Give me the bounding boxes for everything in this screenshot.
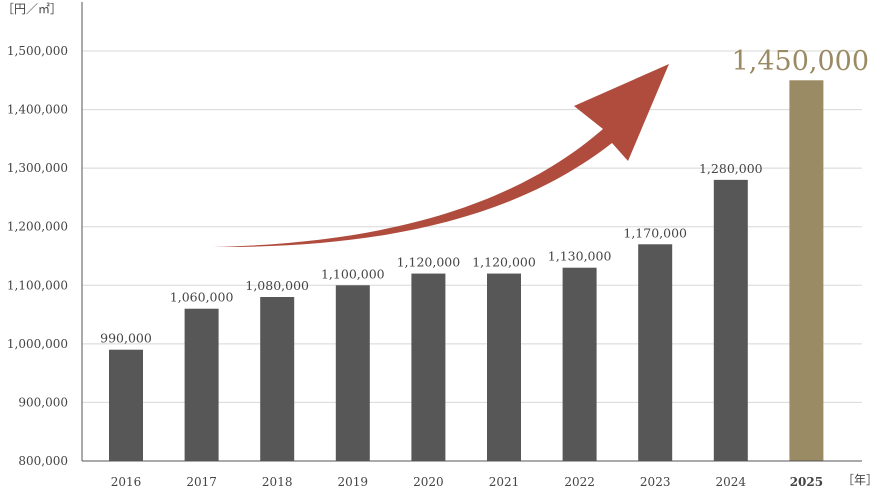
y-tick-label: 1,000,000 bbox=[7, 337, 68, 351]
data-label: 1,130,000 bbox=[548, 249, 612, 264]
bar-2017 bbox=[184, 308, 219, 461]
x-tick-label: 2018 bbox=[262, 475, 293, 489]
data-label: 1,280,000 bbox=[699, 161, 763, 176]
y-tick-label: 1,500,000 bbox=[7, 44, 68, 58]
x-tick-label: 2016 bbox=[111, 475, 142, 489]
x-tick-label: 2020 bbox=[413, 475, 444, 489]
data-label: 1,120,000 bbox=[472, 255, 536, 270]
bar-2016 bbox=[109, 349, 143, 461]
data-label-highlight: 1,450,000 bbox=[732, 46, 869, 77]
y-axis-unit-label: ［円／㎡］ bbox=[2, 2, 62, 16]
y-tick-label: 1,400,000 bbox=[7, 103, 68, 117]
data-label: 1,120,000 bbox=[397, 255, 461, 270]
bar-2023 bbox=[638, 244, 673, 461]
bar-2019 bbox=[335, 285, 370, 461]
y-tick-label: 800,000 bbox=[18, 454, 68, 468]
bar-2025 bbox=[789, 80, 824, 462]
y-tick-label: 1,300,000 bbox=[7, 161, 68, 175]
bar-2020 bbox=[411, 273, 446, 461]
trend-arrow bbox=[213, 64, 669, 248]
data-label: 1,170,000 bbox=[623, 225, 687, 240]
data-label: 1,100,000 bbox=[321, 266, 385, 281]
x-axis-tick-labels: 2016 2017 2018 2019 2020 2021 2022 2023 2024 2025 bbox=[111, 475, 823, 489]
y-tick-label: 1,100,000 bbox=[7, 278, 68, 292]
data-label: 1,060,000 bbox=[170, 290, 234, 305]
trend-arrow-group bbox=[213, 64, 669, 248]
x-tick-label: 2017 bbox=[186, 475, 217, 489]
x-axis-unit-label: ［年］ bbox=[842, 473, 877, 487]
bars bbox=[109, 80, 824, 462]
bar-2024 bbox=[713, 179, 748, 461]
bar-2022 bbox=[562, 267, 597, 461]
x-tick-label: 2019 bbox=[338, 475, 369, 489]
y-tick-label: 900,000 bbox=[18, 395, 68, 409]
data-label: 990,000 bbox=[100, 331, 152, 346]
x-tick-label: 2024 bbox=[716, 475, 747, 489]
data-labels: 990,000 1,060,000 1,080,000 1,100,000 1,120,… bbox=[100, 46, 869, 346]
x-tick-label: 2025 bbox=[790, 475, 823, 489]
data-label: 1,080,000 bbox=[245, 278, 309, 293]
bar-2021 bbox=[487, 273, 521, 461]
x-tick-label: 2021 bbox=[489, 475, 520, 489]
x-tick-label: 2023 bbox=[640, 475, 671, 489]
y-axis-tick-labels: 800,000 900,000 1,000,000 1,100,000 1,200,00… bbox=[7, 44, 68, 468]
x-tick-label: 2022 bbox=[564, 475, 595, 489]
y-tick-label: 1,200,000 bbox=[7, 220, 68, 234]
bar-2018 bbox=[260, 297, 295, 461]
